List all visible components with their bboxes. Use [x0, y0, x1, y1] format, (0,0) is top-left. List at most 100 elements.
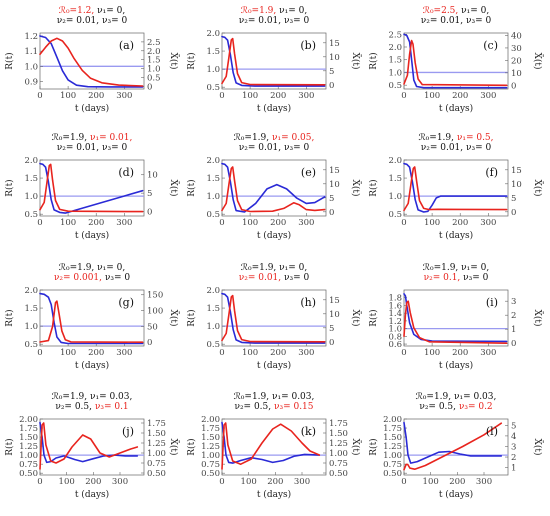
series-x-line: [403, 39, 508, 87]
x-tick-label: 300: [480, 348, 496, 358]
series-x-line: [403, 300, 508, 344]
series-r-line: [403, 33, 508, 89]
x-tick-label: 0: [401, 348, 406, 358]
x-tick-label: 0: [37, 348, 42, 358]
panel-letter: (j): [122, 425, 134, 438]
title-segment: ν₃= 0: [281, 273, 309, 283]
title-segment: ℛ₀=1.9,: [52, 133, 88, 143]
panel-title-line: ν₂= 0.001, ν₃= 0: [54, 273, 130, 283]
x-tick-label: 300: [480, 218, 496, 228]
title-segment: ν₁= 0,: [276, 6, 307, 16]
y-left-tick-label: 0.50: [19, 469, 38, 479]
panel-letter: (b): [300, 39, 316, 52]
plot-frame: [221, 159, 327, 217]
plot-frame: [403, 32, 509, 90]
y-right-tick-label: 1: [511, 325, 516, 335]
panel-title-line: ℛ₀=1.9, ν₁= 0,: [423, 263, 489, 273]
plot-frame: [39, 418, 145, 476]
title-segment: ν₂= 0.01, ν₃= 0: [421, 143, 492, 153]
title-segment: ν₂= 0.01, ν₃= 0: [57, 143, 128, 153]
plot-frame: [403, 289, 509, 347]
series-x-line: [39, 422, 139, 470]
y-right-tick-label: 10: [329, 310, 340, 320]
y-right-tick-label: 10: [511, 69, 522, 79]
y-right-tick-label: 15: [329, 39, 340, 49]
y-right-tick-label: 10: [329, 180, 340, 190]
y-left-tick-label: 1.0: [206, 65, 220, 75]
y-right-tick-label: 3: [511, 442, 516, 452]
y-left-tick-label: 0.75: [383, 460, 402, 470]
title-segment: ℛ₀=1.9, ν₁= 0.03,: [416, 392, 497, 402]
y-left-tick-label: 0.5: [206, 340, 220, 350]
y-left-tick-label: 1.0: [206, 192, 220, 202]
y-left-tick-label: 2.0: [206, 156, 220, 166]
title-segment: ℛ₀=1.9,: [234, 133, 270, 143]
y-left-tick-label: 1.0: [206, 322, 220, 332]
y-right-axis-label: X̄(t): [168, 309, 180, 326]
y-right-tick-label: 2.0: [147, 47, 161, 57]
series-x-line: [403, 422, 503, 471]
panel: ℛ₀=2.5, ν₁= 0,ν₂= 0.01, ν₃= 00 100 200 3000…: [368, 6, 544, 114]
y-right-tick-label: 0.5: [147, 73, 161, 83]
series-r-line: [403, 421, 503, 464]
x-tick-label: 300: [116, 348, 132, 358]
x-tick-label: 200: [452, 218, 468, 228]
panel-title-line: ν₂= 0.01, ν₃= 0: [239, 273, 310, 283]
x-axis-label: t (days): [257, 360, 291, 371]
x-tick-label: 100: [242, 91, 258, 101]
y-right-tick-label: 10: [511, 180, 522, 190]
x-axis-label: t (days): [257, 489, 291, 500]
x-tick-label: 200: [452, 348, 468, 358]
panel: ℛ₀=1.9, ν₁= 0,ν₂= 0.01, ν₃= 00 100 200 3000…: [186, 6, 362, 114]
y-left-tick-label: 2.0: [206, 29, 220, 39]
y-left-tick-label: 2.0: [206, 286, 220, 296]
y-left-tick-label: 1.4: [388, 309, 402, 319]
x-tick-label: 100: [241, 477, 257, 487]
y-right-tick-label: 15: [511, 166, 522, 176]
x-tick-label: 200: [449, 477, 465, 487]
x-tick-label: 100: [59, 477, 75, 487]
panel: ℛ₀=1.9, ν₁= 0,ν₂= 0.01, ν₃= 00 100 200 3000…: [186, 263, 362, 371]
panel-title-line: ℛ₀=1.2, ν₁= 0,: [59, 6, 125, 16]
y-right-tick-label: 0: [511, 339, 516, 349]
x-tick-label: 100: [60, 91, 76, 101]
panel-title-line: ℛ₀=1.9, ν₁= 0.05,: [234, 133, 315, 143]
y-right-tick-label: 2: [511, 311, 516, 321]
y-right-tick-label: 1.00: [147, 449, 166, 459]
title-segment: ν₃= 0: [102, 273, 130, 283]
panel-letter: (l): [486, 425, 498, 438]
title-segment: ν₁= 0.05,: [269, 133, 314, 143]
y-right-tick-label: 5: [329, 324, 334, 334]
panel-title-line: ν₂= 0.01, ν₃= 0: [421, 16, 492, 26]
title-segment: ν₂= 0.001,: [54, 273, 102, 283]
x-tick-label: 100: [60, 218, 76, 228]
y-left-tick-label: 1.2: [24, 32, 38, 42]
series-x-line: [221, 37, 326, 86]
x-tick-label: 300: [112, 477, 128, 487]
plot-frame: [221, 32, 327, 90]
y-right-tick-label: 1.5: [147, 56, 161, 66]
series-r-line: [221, 35, 326, 87]
y-left-tick-label: 1.0: [388, 192, 402, 202]
x-tick-label: 200: [85, 477, 101, 487]
y-left-tick-label: 1.8: [388, 294, 402, 304]
y-left-tick-label: 0.50: [201, 469, 220, 479]
title-segment: ν₂= 0.5,: [55, 402, 92, 412]
y-right-tick-label: 0: [511, 81, 516, 91]
y-left-tick-label: 0.50: [383, 469, 402, 479]
y-left-tick-label: 2.0: [388, 43, 402, 53]
title-segment: ℛ₀=1.9, ν₁= 0.03,: [52, 392, 133, 402]
y-right-tick-label: 40: [511, 31, 522, 41]
x-axis-label: t (days): [75, 230, 109, 241]
x-tick-label: 100: [242, 218, 258, 228]
panel-title-line: ℛ₀=1.9, ν₁= 0,: [59, 263, 125, 273]
y-right-tick-label: 4: [511, 432, 516, 442]
panel-title-line: ℛ₀=1.9, ν₁= 0.03,: [52, 392, 133, 402]
y-left-tick-label: 1.0: [388, 325, 402, 335]
panel-letter: (i): [486, 296, 498, 309]
y-right-tick-label: 1.50: [329, 429, 348, 439]
y-left-tick-label: 1.25: [19, 442, 38, 452]
y-right-tick-label: 0.50: [147, 469, 166, 479]
series-r-line: [39, 292, 144, 345]
y-right-tick-label: 30: [511, 44, 522, 54]
